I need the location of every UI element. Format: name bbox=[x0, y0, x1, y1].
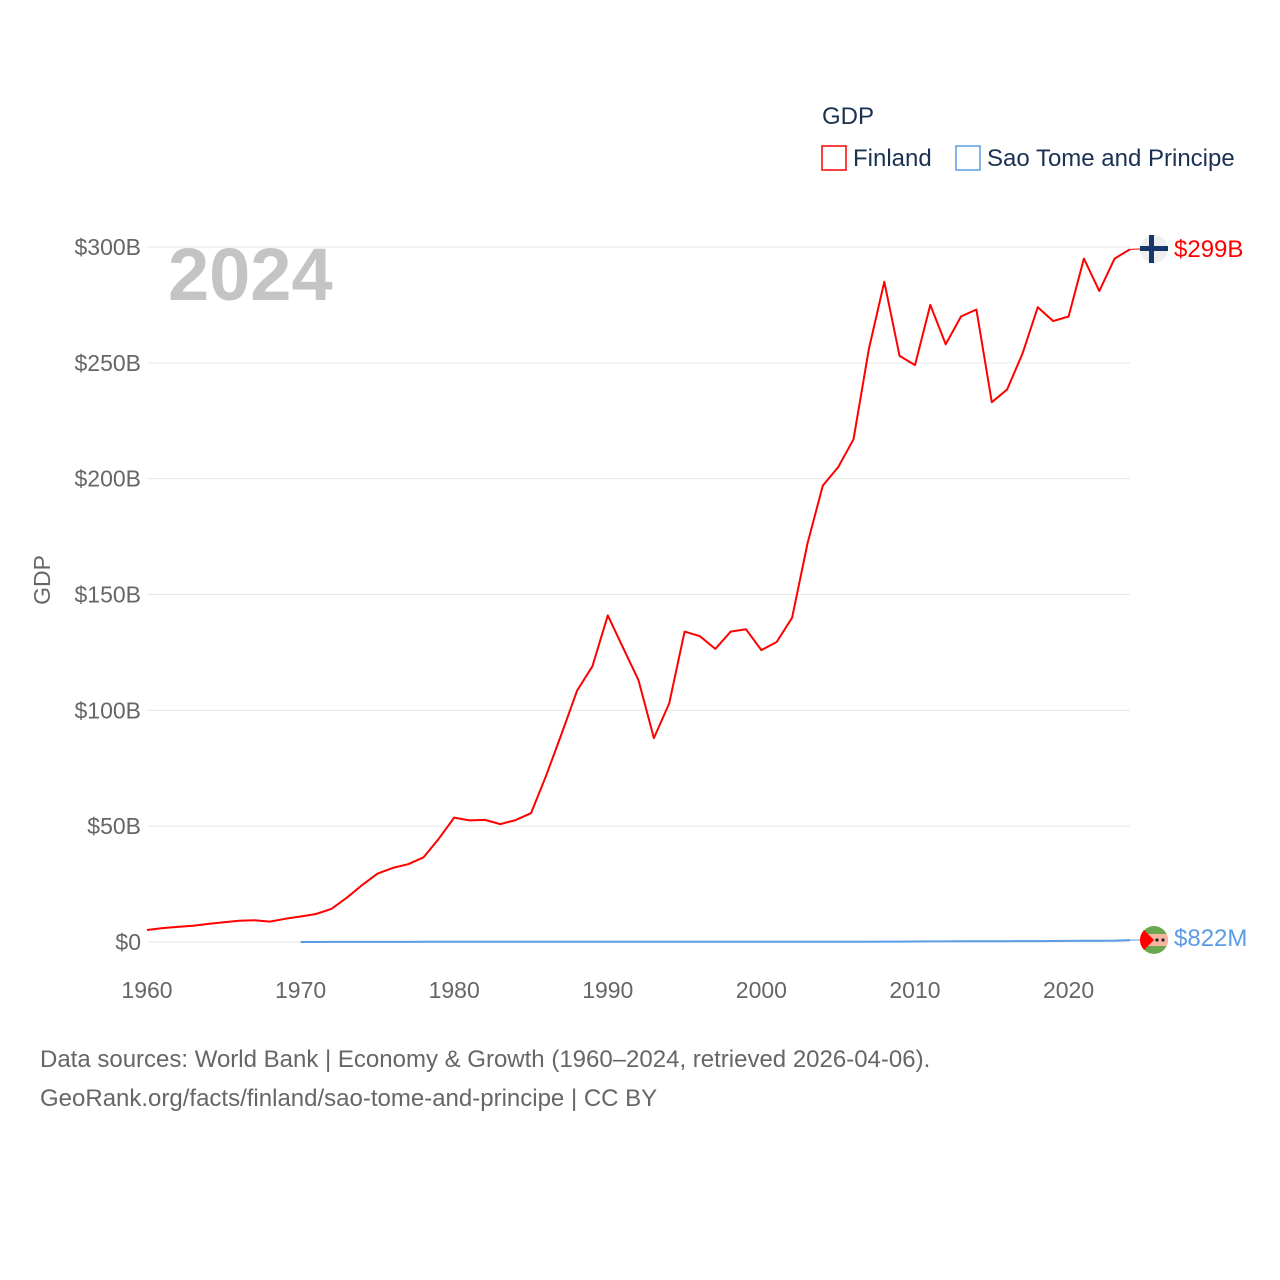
x-tick-label: 1980 bbox=[429, 977, 480, 1003]
y-tick-label: $200B bbox=[74, 466, 141, 492]
series-line-sao-tome-and-principe bbox=[300, 939, 1131, 943]
y-tick-label: $100B bbox=[74, 697, 141, 723]
x-tick-label: 2000 bbox=[736, 977, 787, 1003]
sao-tome-end-label: $822M bbox=[1174, 925, 1247, 952]
legend-label-sao-tome[interactable]: Sao Tome and Principe bbox=[987, 145, 1235, 172]
y-tick-label: $50B bbox=[87, 813, 141, 839]
footer-sources: Data sources: World Bank | Economy & Gro… bbox=[40, 1046, 931, 1073]
x-tick-label: 1960 bbox=[121, 977, 172, 1003]
legend-swatch-finland[interactable] bbox=[821, 145, 847, 171]
x-tick-label: 2020 bbox=[1043, 977, 1094, 1003]
y-tick-label: $250B bbox=[74, 350, 141, 376]
year-watermark: 2024 bbox=[168, 233, 333, 316]
y-tick-label: $300B bbox=[74, 234, 141, 260]
series-line-finland bbox=[146, 248, 1131, 931]
y-tick-label: $150B bbox=[74, 582, 141, 608]
x-tick-label: 1970 bbox=[275, 977, 326, 1003]
sao-tome-flag-icon bbox=[1140, 926, 1168, 954]
finland-end-label: $299B bbox=[1174, 236, 1243, 263]
y-tick-label: $0 bbox=[115, 929, 141, 955]
finland-flag-icon bbox=[1140, 235, 1168, 263]
x-tick-label: 1990 bbox=[582, 977, 633, 1003]
x-tick-label: 2010 bbox=[889, 977, 940, 1003]
footer-attribution[interactable]: GeoRank.org/facts/finland/sao-tome-and-p… bbox=[40, 1085, 658, 1112]
legend-label-finland[interactable]: Finland bbox=[853, 145, 932, 172]
legend-swatch-sao-tome[interactable] bbox=[955, 145, 981, 171]
y-axis-label: GDP bbox=[29, 555, 55, 605]
legend-title: GDP bbox=[822, 103, 874, 130]
